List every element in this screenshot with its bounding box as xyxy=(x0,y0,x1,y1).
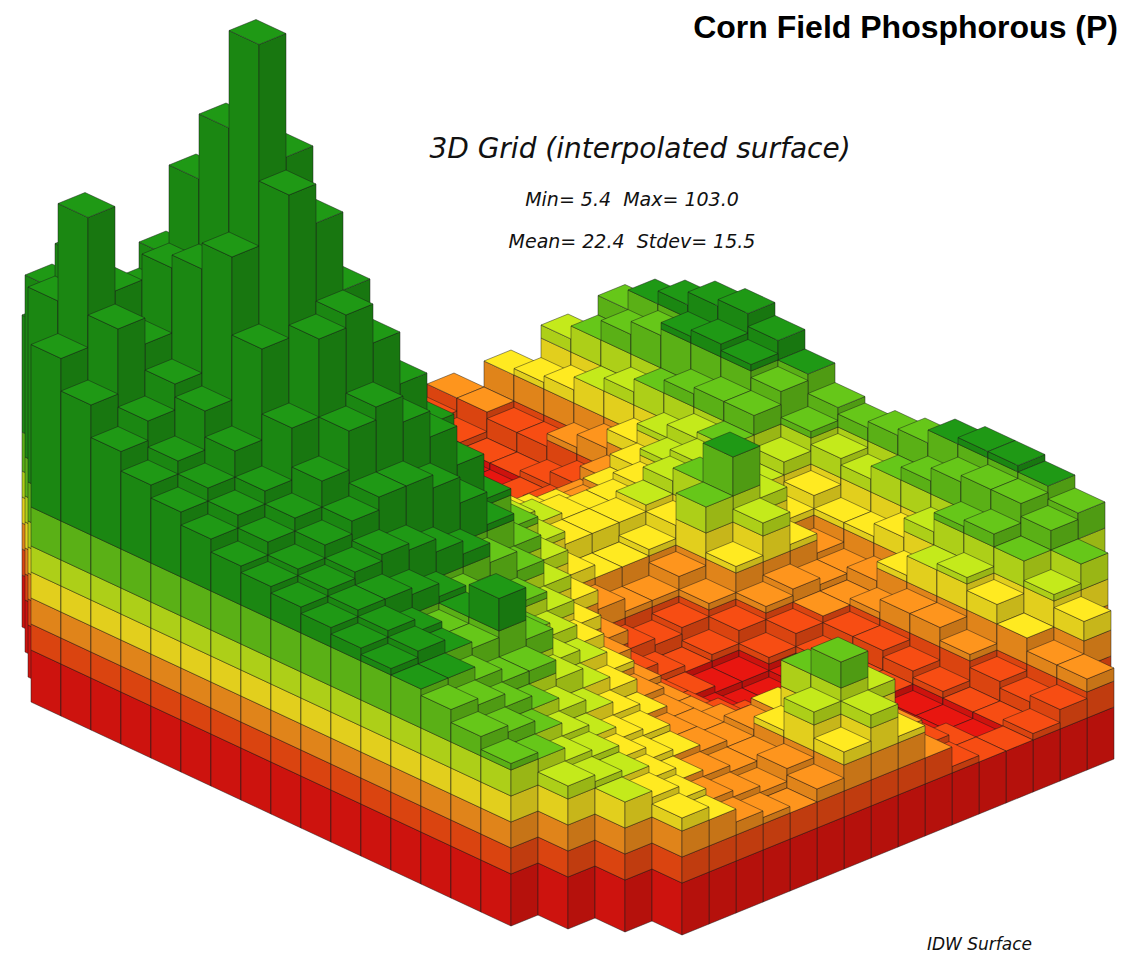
chart: Corn Field Phosphorous (P)3D Grid (inter… xyxy=(0,0,1129,968)
